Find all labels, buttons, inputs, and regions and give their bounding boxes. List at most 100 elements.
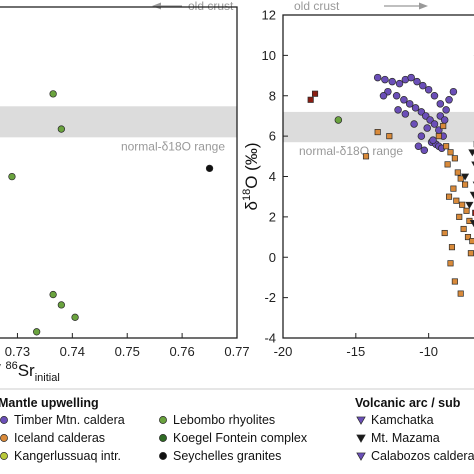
right-band-label: normal-δ18O range	[299, 144, 403, 158]
right-plot-frame	[282, 14, 474, 339]
data-point	[417, 132, 426, 140]
data-point	[419, 81, 427, 90]
data-point	[465, 201, 474, 209]
data-point	[469, 238, 474, 245]
legend-marker	[356, 416, 366, 425]
data-point	[388, 77, 396, 86]
legend-item-label: Kamchatka	[371, 413, 434, 427]
data-point	[57, 301, 66, 309]
legend-marker	[159, 434, 167, 442]
data-point	[410, 120, 418, 128]
data-point	[457, 290, 464, 297]
x-tick-label: -15	[346, 344, 365, 359]
data-point	[379, 91, 388, 100]
right-old-crust-label: old crust	[294, 0, 340, 13]
data-point	[441, 229, 448, 237]
legend-marker	[0, 416, 8, 424]
data-point	[414, 142, 423, 150]
legend-group-title: Volcanic arc / sub	[355, 396, 461, 410]
data-point	[8, 172, 16, 181]
data-point	[448, 244, 456, 251]
x-tick-label: -10	[419, 344, 438, 359]
data-point	[449, 87, 458, 96]
data-point	[33, 328, 41, 336]
legend-item-label: Lebombo rhyolites	[173, 413, 275, 427]
legend-marker	[159, 416, 167, 424]
legend-marker	[0, 434, 8, 442]
x-tick-label: 0.75	[115, 344, 140, 359]
data-point	[430, 120, 439, 128]
data-point	[386, 133, 393, 140]
data-point	[57, 125, 66, 133]
data-point	[467, 250, 474, 257]
left-x-axis-label: / 86Srinitial	[0, 360, 60, 384]
legend-item-label: Mt. Mazama	[371, 431, 440, 445]
legend-group-title: Mantle upwelling	[0, 396, 99, 410]
data-point	[469, 191, 474, 199]
y-tick-label: 8	[269, 88, 276, 103]
data-point	[49, 90, 57, 98]
right-y-axis-label: δ18O (‰)	[241, 143, 261, 211]
x-tick-label: 0.76	[169, 344, 194, 359]
data-point	[429, 136, 437, 144]
data-point	[334, 116, 343, 124]
legend-item-label: Seychelles granites	[173, 449, 281, 463]
y-tick-label: -4	[264, 331, 276, 346]
data-point	[71, 313, 79, 321]
legend-item-label: Koegel Fontein complex	[173, 431, 308, 445]
data-point	[461, 173, 470, 181]
legend-marker	[0, 452, 8, 460]
x-tick-label: 0.77	[224, 344, 249, 359]
data-point	[311, 90, 319, 97]
data-point	[400, 96, 408, 104]
y-tick-label: -2	[264, 290, 276, 305]
legend-item-label: Kangerlussuaq intr.	[14, 449, 121, 463]
legend-item-label: Calabozos caldera	[371, 449, 474, 463]
data-point	[450, 185, 457, 192]
data-point	[443, 143, 450, 150]
data-point	[468, 149, 474, 157]
data-point	[444, 161, 451, 168]
data-point	[454, 169, 461, 176]
data-point	[453, 197, 460, 204]
data-point	[362, 153, 370, 160]
data-point	[374, 129, 381, 136]
data-point	[420, 146, 429, 155]
y-tick-label: 10	[262, 48, 276, 63]
data-point	[424, 85, 433, 94]
data-point	[411, 104, 420, 112]
data-point	[445, 193, 453, 200]
data-point	[435, 133, 442, 140]
data-point	[464, 234, 472, 241]
data-point	[462, 181, 469, 188]
data-point	[395, 79, 404, 88]
data-point	[307, 96, 314, 103]
y-tick-label: 0	[269, 250, 276, 265]
legend-marker	[356, 434, 366, 443]
legend-item-label: Timber Mtn. caldera	[14, 413, 125, 427]
y-tick-label: 2	[269, 209, 276, 224]
data-point	[463, 207, 470, 214]
y-tick-label: 12	[262, 8, 276, 23]
data-point	[440, 122, 447, 130]
data-point	[440, 116, 449, 124]
data-point	[423, 124, 431, 132]
data-point	[451, 278, 458, 285]
data-point	[381, 75, 389, 84]
data-point	[456, 213, 463, 220]
data-point	[401, 110, 410, 118]
legend-marker	[356, 452, 366, 461]
data-point	[373, 73, 382, 82]
data-point	[49, 290, 57, 299]
data-point	[459, 201, 466, 208]
data-point	[442, 106, 450, 114]
x-tick-label: -20	[274, 344, 293, 359]
right-panel: normal-δ18O range old crust -20 -15 -10 -4…	[241, 0, 474, 359]
data-point	[445, 96, 453, 104]
right-old-crust-annotation: old crust	[294, 0, 428, 13]
data-point	[457, 175, 464, 182]
data-point	[413, 77, 421, 86]
legend: Mantle upwelling Timber Mtn. caldera Icela…	[0, 388, 474, 463]
left-band-label: normal-δ18O range	[121, 139, 225, 153]
